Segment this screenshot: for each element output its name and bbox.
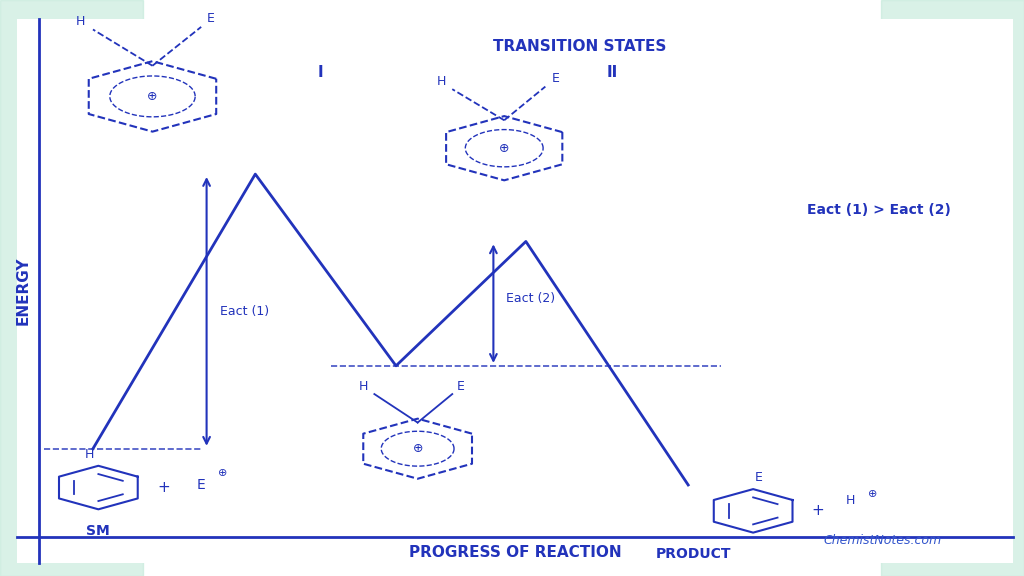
Text: H: H xyxy=(85,448,94,461)
Text: PRODUCT: PRODUCT xyxy=(655,547,731,561)
Text: ⊕: ⊕ xyxy=(867,489,877,499)
Text: H: H xyxy=(846,494,855,507)
Text: ⊕: ⊕ xyxy=(413,442,423,455)
Text: +: + xyxy=(812,503,824,518)
Text: ⊕: ⊕ xyxy=(147,90,158,103)
Text: ChemistNotes.com: ChemistNotes.com xyxy=(824,534,942,547)
X-axis label: PROGRESS OF REACTION: PROGRESS OF REACTION xyxy=(409,545,622,560)
Text: E: E xyxy=(755,471,763,484)
Text: SM: SM xyxy=(86,524,111,538)
Text: E: E xyxy=(552,72,560,85)
Text: E: E xyxy=(457,380,465,393)
Text: Eact (1) > Eact (2): Eact (1) > Eact (2) xyxy=(807,203,951,217)
Text: E: E xyxy=(197,478,206,492)
Text: Eact (1): Eact (1) xyxy=(219,305,268,318)
Text: ⊕: ⊕ xyxy=(218,468,227,478)
Text: TRANSITION STATES: TRANSITION STATES xyxy=(494,39,667,54)
Text: H: H xyxy=(436,75,445,88)
Text: I: I xyxy=(317,65,323,80)
Text: II: II xyxy=(607,65,618,80)
Text: +: + xyxy=(157,480,170,495)
Text: H: H xyxy=(358,380,368,393)
Text: ⊕: ⊕ xyxy=(499,142,510,155)
Text: H: H xyxy=(76,16,85,28)
Text: Eact (2): Eact (2) xyxy=(507,292,555,305)
Text: E: E xyxy=(207,12,214,25)
Y-axis label: ENERGY: ENERGY xyxy=(15,256,31,325)
